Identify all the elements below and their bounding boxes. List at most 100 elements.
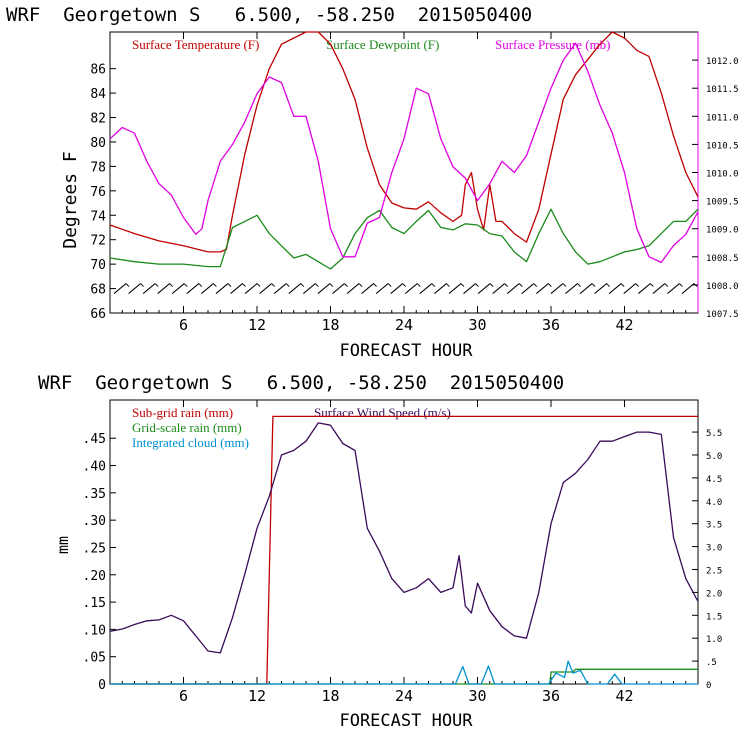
bottom-y2-tick-label: 3.5 [706,521,722,531]
plot-layer: 6 12 18 24 30 36 42 66 68 70 72 74 76 78 80 82 84 86 1007.… [83,31,739,705]
wind-barb-flag [227,283,232,287]
top-y-tick-label: 84 [90,87,106,102]
wind-barb [142,283,156,294]
top-x-tick-label: 6 [179,316,188,334]
bottom-legend-cloud: Integrated cloud (mm) [132,435,249,450]
wind-barb-flag [329,283,334,287]
top-x-tick-label: 36 [542,316,560,334]
bottom-legend-wind: Surface Wind Speed (m/s) [314,405,451,420]
top-y-tick-label: 78 [90,160,106,175]
top-y-tick-label: 80 [90,136,106,151]
top-x-tick-label: 18 [321,316,339,334]
wind-barb [230,283,243,294]
top-y-tick-label: 70 [90,258,106,273]
wind-barb-flag [387,283,392,287]
top-y-tick-label: 68 [90,283,106,298]
wind-barb [346,283,360,294]
bottom-x-tick-label: 18 [321,687,339,705]
wind-barb [128,283,141,294]
wind-barb-flag [460,283,465,287]
top-y2-tick-label: 1011.0 [706,113,739,123]
wind-barb-flag [591,283,596,287]
top-chart-title: WRF Georgetown S 6.500, -58.250 20150504… [6,4,532,26]
bottom-y2-tick-label: 2.5 [706,566,722,576]
top-y2-tick-label: 1011.5 [706,85,739,95]
wind-barb-flag [198,283,203,287]
wind-barb-flag [285,283,290,287]
top-legend-pressure: Surface Pressure (mb) [495,37,611,52]
top-y2-tick-label: 1010.0 [706,170,739,180]
bottom-y-tick-label: .25 [83,541,106,556]
bottom-y-tick-label: .15 [83,596,106,611]
wind-barb-flag [635,283,640,287]
wind-barb [332,283,345,294]
wind-barb-flag [344,283,348,287]
top-y-tick-label: 72 [90,234,106,249]
wind-barb-flag [606,283,610,287]
wind-barb-flag [256,283,261,287]
top-series-surface-temperature-line [109,31,699,253]
wind-barb [521,283,535,294]
wind-barb [652,283,666,294]
bottom-x-tick-label: 42 [615,687,633,705]
wind-barb [463,283,476,294]
bottom-chart-xlabel: FORECAST HOUR [339,711,473,731]
wind-barb [244,283,258,294]
bottom-y2-tick-label: 1.5 [706,612,722,622]
top-x-tick-label: 42 [615,316,633,334]
wind-barb-flag [169,283,174,287]
wind-barb-flag [125,283,130,287]
wind-barb [579,283,593,294]
wind-barb-flag [183,283,188,287]
bottom-y2-tick-label: 3.0 [706,544,722,554]
bottom-y2-tick-label: 5.5 [706,429,722,439]
top-x-tick-label: 24 [395,316,413,334]
wind-barb [404,283,418,294]
wind-barb-flag [140,283,144,287]
top-x-tick-label: 12 [248,316,266,334]
wind-barb-flag [518,283,523,287]
wind-barb-flag [679,283,683,287]
top-chart-xlabel: FORECAST HOUR [339,341,473,361]
top-chart-ylabel: Degrees F [60,151,81,249]
wind-barb-flag [548,283,552,287]
wind-barb [536,283,549,294]
bottom-y-tick-label: .30 [83,514,106,529]
top-series-surface-dewpoint-line [109,208,699,270]
top-plot-frame [109,31,699,314]
top-series-surface-pressure-line [109,42,699,264]
bottom-y-tick-label: .05 [83,651,106,666]
wind-barb [506,283,520,294]
wind-barb-flag [373,283,377,287]
wind-barb-flag [242,283,246,287]
wind-barb-flag [533,283,538,287]
bottom-y2-tick-label: 4.5 [706,475,722,485]
wind-barb [594,283,607,294]
top-y2-tick-label: 1007.5 [706,310,739,320]
bottom-series-surface-wind-speed-line [109,422,699,654]
wind-barb [157,283,171,294]
top-y2-tick-label: 1008.0 [706,282,739,292]
top-y2-tick-label: 1012.0 [706,57,739,67]
bottom-legend-gridscale: Grid-scale rain (mm) [132,420,242,435]
wind-barb [361,283,374,294]
wind-barb-flag [649,283,654,287]
wind-barb [186,283,200,294]
bottom-x-tick-label: 36 [542,687,560,705]
bottom-y-tick-label: 0 [98,678,106,693]
bottom-y2-tick-label: 2.0 [706,589,722,599]
top-y-tick-label: 86 [90,63,106,78]
wind-barb [303,283,316,294]
wind-barb [667,283,680,294]
wind-barb [390,283,404,294]
top-x-tick-label: 30 [468,316,486,334]
wind-barb-flag [416,283,421,287]
wind-barb [113,283,127,294]
bottom-y-tick-label: .10 [83,623,106,638]
wind-barb [419,283,433,294]
bottom-x-tick-label: 6 [179,687,188,705]
top-y-tick-label: 76 [90,185,106,200]
wind-barb-flag [358,283,363,287]
top-legend-temperature: Surface Temperature (F) [132,37,259,52]
top-y2-tick-label: 1009.0 [706,226,739,236]
